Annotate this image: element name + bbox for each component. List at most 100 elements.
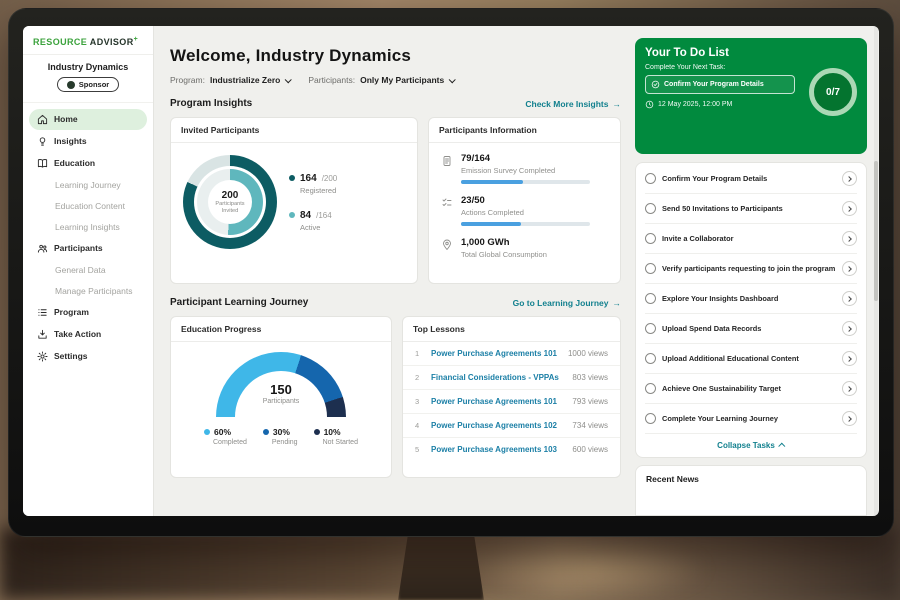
learning-card-row: Education Progress 150 Participants 60% … [170,316,621,478]
checkbox[interactable] [645,293,656,304]
checkbox[interactable] [645,353,656,364]
chevron-right-icon[interactable] [842,411,857,426]
education-gauge-chart: 150 Participants [216,352,346,418]
checkbox[interactable] [645,323,656,334]
chevron-right-icon[interactable] [842,201,857,216]
next-task-due: 12 May 2025, 12:00 PM [645,100,857,109]
check-circle-icon [651,80,660,89]
lesson-row[interactable]: 1 Power Purchase Agreements 101 1000 vie… [403,342,620,366]
main-content: Welcome, Industry Dynamics Program: Indu… [154,26,631,516]
todo-item-invite-collaborator[interactable]: Invite a Collaborator [645,224,857,254]
sidebar-item-general-data[interactable]: General Data [55,264,106,275]
checkbox[interactable] [645,203,656,214]
gauge-center-label: Participants [262,398,300,405]
sidebar-item-learning-journey[interactable]: Learning Journey [55,179,121,190]
lesson-link[interactable]: Power Purchase Agreements 102 [431,421,557,430]
legend-pending: 30% Pending [262,427,298,446]
actions-progress-bar [461,222,591,226]
filter-bar: Program: Industrialize Zero Participants… [170,75,621,85]
scrollbar-thumb[interactable] [874,161,878,301]
clock-icon [645,100,654,109]
chevron-right-icon[interactable] [842,171,857,186]
checkbox[interactable] [645,383,656,394]
brand-resource: RESOURCE [33,37,88,47]
insights-icon [37,136,48,147]
sidebar-item-take-action[interactable]: Take Action [29,324,147,345]
lesson-row[interactable]: 4 Power Purchase Agreements 102 734 view… [403,414,620,438]
go-to-learning-journey-link[interactable]: Go to Learning Journey → [512,297,621,308]
lesson-link[interactable]: Power Purchase Agreements 101 [431,397,557,406]
brand-advisor: ADVISOR [89,37,134,47]
participants-filter-label: Participants: [308,75,356,85]
todo-summary-card: Your To Do List Complete Your Next Task:… [635,38,867,154]
sidebar-item-learning-insights[interactable]: Learning Insights [55,221,120,232]
todo-item-confirm-program[interactable]: Confirm Your Program Details [645,164,857,194]
chevron-right-icon[interactable] [842,381,857,396]
sponsor-icon [66,80,75,89]
lesson-link[interactable]: Power Purchase Agreements 101 [431,349,557,358]
card-title: Education Progress [171,317,391,342]
lesson-row[interactable]: 2 Financial Considerations - VPPAs 803 v… [403,366,620,390]
emission-progress-bar [461,180,591,184]
chevron-right-icon[interactable] [842,351,857,366]
insights-card-row: Invited Participants 200 Participants Inv… [170,117,621,284]
legend-dot [204,429,210,435]
chevron-right-icon[interactable] [842,231,857,246]
chevron-down-icon [448,75,456,83]
participants-select[interactable]: Only My Participants [360,75,456,85]
chevron-right-icon[interactable] [842,321,857,336]
checkbox[interactable] [645,413,656,424]
program-insights-header: Program Insights Check More Insights → [170,98,621,109]
card-title: Invited Participants [171,118,417,143]
sidebar-item-home[interactable]: Home [29,108,147,130]
sponsor-label: Sponsor [78,80,110,89]
lesson-link[interactable]: Power Purchase Agreements 103 [431,445,557,454]
gear-icon [37,350,48,362]
checklist-icon [441,196,453,210]
sidebar-item-program[interactable]: Program [29,302,147,323]
todo-item-verify-participants[interactable]: Verify participants requesting to join t… [645,254,857,284]
sidebar-item-settings[interactable]: Settings [29,346,147,367]
todo-panel: Your To Do List Complete Your Next Task:… [631,26,879,516]
checkbox[interactable] [645,263,656,274]
gauge-center-value: 150 [270,382,292,397]
todo-item-upload-spend-data[interactable]: Upload Spend Data Records [645,314,857,344]
sidebar-item-education[interactable]: Education [29,153,147,174]
chevron-right-icon[interactable] [842,291,857,306]
todo-item-complete-learning-journey[interactable]: Complete Your Learning Journey [645,404,857,434]
todo-item-explore-insights[interactable]: Explore Your Insights Dashboard [645,284,857,314]
sponsor-badge: Sponsor [56,77,120,92]
donut-center-label: Participants Invited [215,200,245,214]
org-name: Industry Dynamics [47,62,129,72]
invited-participants-card: Invited Participants 200 Participants Inv… [170,117,418,284]
lesson-row[interactable]: 5 Power Purchase Agreements 103 600 view… [415,445,608,454]
sidebar-item-manage-participants[interactable]: Manage Participants [55,285,133,296]
recent-news-card: Recent News [635,465,867,516]
collapse-tasks-link[interactable]: Collapse Tasks [645,434,857,456]
checkbox[interactable] [645,173,656,184]
todo-item-send-invitations[interactable]: Send 50 Invitations to Participants [645,194,857,224]
arrow-right-icon: → [612,98,622,109]
checkbox[interactable] [645,233,656,244]
top-lessons-card: Top Lessons 1 Power Purchase Agreements … [402,316,621,478]
sidebar-item-education-content[interactable]: Education Content [55,200,125,211]
lesson-link[interactable]: Financial Considerations - VPPAs [431,373,559,382]
page-title: Welcome, Industry Dynamics [170,46,412,65]
sidebar-item-participants[interactable]: Participants [29,238,147,259]
education-progress-card: Education Progress 150 Participants 60% … [170,316,392,478]
desk-light-reflection [470,538,710,600]
todo-item-upload-educational-content[interactable]: Upload Additional Educational Content [645,344,857,374]
legend-completed: 60% Completed [204,427,247,446]
lesson-row[interactable]: 3 Power Purchase Agreements 101 793 view… [403,390,620,414]
todo-title: Your To Do List [645,47,729,59]
donut-legend: 164/200 Registered 84/164 Active [289,173,337,232]
brand-plus: + [133,36,139,43]
chevron-right-icon[interactable] [842,261,857,276]
todo-item-achieve-target[interactable]: Achieve One Sustainability Target [645,374,857,404]
check-more-insights-link[interactable]: Check More Insights → [525,98,622,109]
monitor-bezel: RESOURCE ADVISOR+ Industry Dynamics Spon… [8,8,894,537]
next-task-button[interactable]: Confirm Your Program Details [645,75,795,94]
sidebar-item-insights[interactable]: Insights [29,131,147,152]
app-window: RESOURCE ADVISOR+ Industry Dynamics Spon… [23,26,879,516]
program-select[interactable]: Industrialize Zero [210,75,293,85]
